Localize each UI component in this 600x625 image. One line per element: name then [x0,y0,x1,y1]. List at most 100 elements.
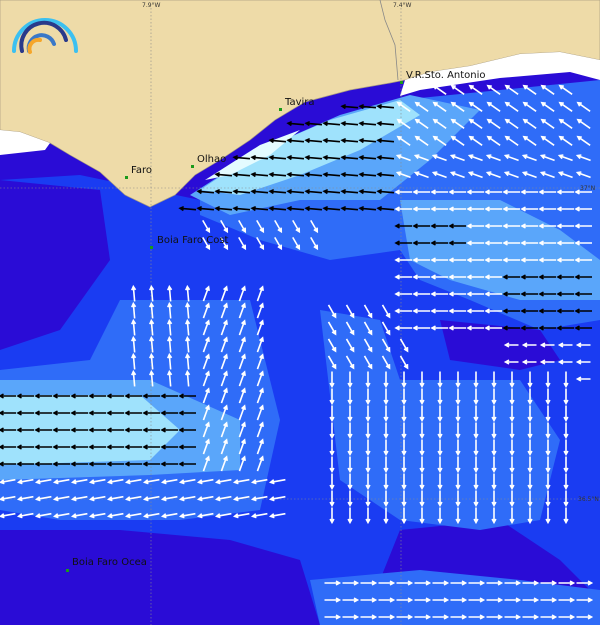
current-arrow-icon [527,439,533,457]
current-arrow-icon [383,422,389,440]
current-arrow-icon [540,135,555,146]
current-arrow-icon [178,478,196,485]
current-arrow-icon [527,371,533,389]
current-arrow-icon [70,461,88,467]
current-arrow-icon [484,257,502,263]
current-arrow-icon [106,410,124,416]
current-arrow-icon [202,438,210,455]
current-arrow-icon [232,495,250,502]
current-arrow-icon [358,137,377,144]
current-arrow-icon [395,154,411,162]
current-arrow-icon [268,205,287,212]
current-arrow-icon [358,205,377,212]
current-arrow-icon [539,171,555,179]
current-arrow-icon [376,188,395,195]
current-arrow-icon [365,507,371,525]
current-arrow-icon [365,422,371,440]
current-arrow-icon [16,461,34,467]
current-arrow-icon [522,135,537,146]
current-arrow-icon [340,137,359,144]
current-arrow-icon [394,240,412,246]
current-arrow-icon [304,205,323,212]
current-arrow-icon [412,257,430,263]
current-arrow-icon [160,444,178,450]
current-arrow-icon [473,456,479,474]
current-arrow-icon [468,118,483,129]
current-arrow-icon [430,189,448,195]
current-arrow-icon [486,614,504,620]
current-arrow-icon [557,171,573,179]
current-arrow-icon [419,422,425,440]
current-arrow-icon [509,371,515,389]
current-arrow-icon [347,371,353,389]
current-arrow-icon [220,302,228,319]
current-arrow-icon [521,154,537,162]
current-arrow-icon [304,120,323,127]
current-arrow-icon [539,359,555,365]
current-arrow-icon [504,580,522,586]
current-arrow-icon [502,206,520,212]
current-arrow-icon [538,257,556,263]
current-arrow-icon [106,512,124,519]
current-arrow-icon [556,223,574,229]
current-arrow-icon [545,473,551,491]
current-arrow-icon [131,301,137,319]
current-arrow-icon [250,205,269,212]
current-arrow-icon [431,154,447,162]
current-arrow-icon [396,101,411,112]
current-arrow-icon [256,336,264,353]
current-arrow-icon [178,444,196,450]
current-arrow-icon [450,84,465,95]
current-arrow-icon [522,614,540,620]
current-arrow-icon [484,189,502,195]
lon-label-7.4w: 7.4°W [393,2,412,9]
current-arrow-icon [202,319,210,336]
current-arrow-icon [70,444,88,450]
current-arrow-icon [268,137,287,144]
current-arrow-icon [401,456,407,474]
current-arrow-icon [413,171,429,179]
current-arrow-icon [527,388,533,406]
current-arrow-icon [563,371,569,389]
current-arrow-icon [419,439,425,457]
current-arrow-icon [545,456,551,474]
current-arrow-icon [16,410,34,416]
current-arrow-icon [527,405,533,423]
speed-band-5 [205,130,300,180]
current-arrow-icon [256,455,264,472]
current-arrow-icon [167,369,173,387]
current-arrow-icon [185,318,191,336]
buoy-ocean-label: Boia Faro Ocea [72,557,147,568]
current-arrow-icon [394,257,412,263]
current-arrow-icon [256,370,264,387]
current-arrow-icon [430,240,448,246]
current-arrow-icon [358,188,377,195]
current-arrow-icon [142,461,160,467]
sand-strip-east [400,52,600,96]
current-arrow-icon [520,308,538,314]
current-arrow-icon [455,422,461,440]
current-arrow-icon [196,478,214,485]
current-arrow-icon [521,359,537,365]
current-arrow-icon [220,387,228,404]
current-arrow-icon [376,154,395,161]
current-arrow-icon [16,427,34,433]
current-arrow-icon [466,223,484,229]
current-arrow-icon [70,427,88,433]
current-arrow-icon [574,257,592,263]
current-arrow-icon [342,580,360,586]
current-arrow-icon [238,387,246,404]
current-arrow-icon [396,135,411,146]
current-arrow-icon [450,118,465,129]
current-arrow-icon [329,439,335,457]
current-arrow-icon [52,393,70,399]
current-arrow-icon [220,219,229,234]
current-arrow-icon [345,338,355,353]
current-arrow-icon [430,291,448,297]
current-arrow-icon [286,120,305,127]
current-arrow-icon [503,171,519,179]
current-arrow-icon [504,135,519,146]
current-arrow-icon [491,490,497,508]
current-arrow-icon [491,388,497,406]
